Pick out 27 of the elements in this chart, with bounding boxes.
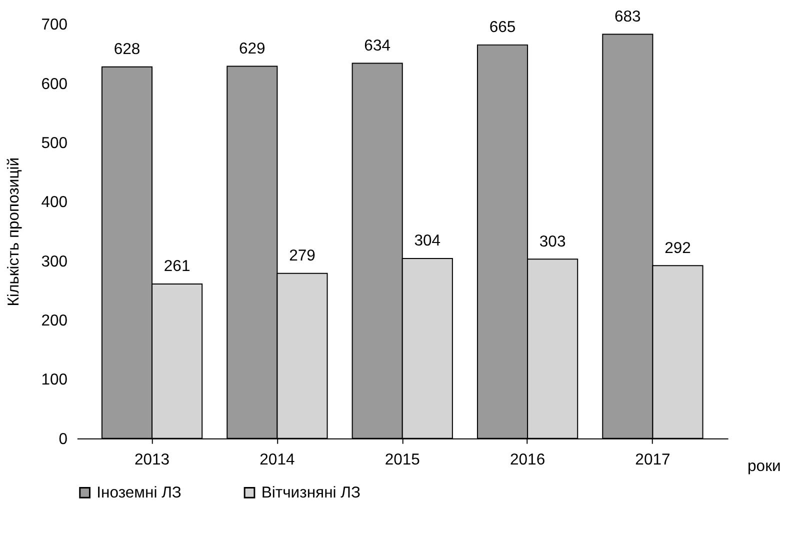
legend-label: Іноземні ЛЗ [96, 484, 182, 502]
data-label: 261 [164, 258, 190, 276]
data-label: 629 [239, 40, 266, 58]
y-tick-label: 400 [41, 194, 68, 212]
y-tick-label: 600 [41, 76, 68, 93]
y-axis-title: Кількість пропозицій [6, 157, 23, 306]
x-tick-label: 2015 [384, 452, 420, 469]
data-label: 665 [489, 19, 516, 36]
y-tick-label: 100 [41, 372, 68, 389]
y-tick-label: 300 [41, 253, 68, 270]
data-label: 303 [539, 233, 566, 250]
data-label: 628 [114, 41, 140, 58]
x-tick-label: 2013 [134, 452, 170, 469]
x-tick-label: 2016 [510, 452, 546, 469]
legend-label: Вітчизняні ЛЗ [261, 484, 361, 502]
x-tick-label: 2014 [260, 452, 295, 469]
data-label: 634 [364, 37, 391, 54]
y-tick-label: 0 [58, 430, 68, 448]
x-axis-title: роки [748, 458, 781, 475]
data-label: 292 [664, 240, 691, 257]
data-label: 279 [289, 248, 316, 265]
y-tick-label: 700 [41, 16, 68, 34]
x-tick-label: 2017 [635, 452, 670, 469]
data-label: 304 [414, 232, 441, 250]
y-tick-label: 500 [41, 134, 68, 152]
y-tick-label: 200 [41, 312, 68, 330]
data-label: 683 [614, 8, 642, 26]
